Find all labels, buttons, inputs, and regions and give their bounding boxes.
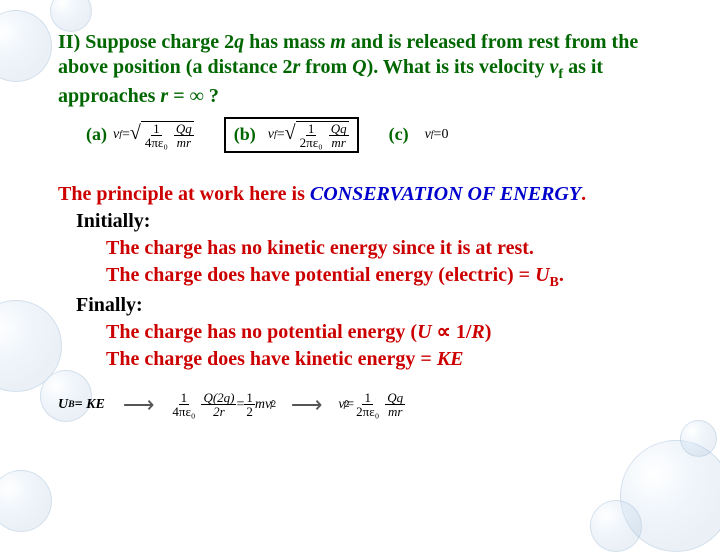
fin1a: The charge has no potential energy ( bbox=[106, 321, 417, 343]
frac-a2: Qqmr bbox=[174, 122, 194, 149]
init2: The charge does have potential energy (e… bbox=[106, 262, 678, 293]
q-mid1: has mass bbox=[244, 31, 330, 53]
fb1d: 2πε₀ bbox=[298, 136, 325, 149]
eq-ke: = KE bbox=[75, 397, 105, 413]
eq-mv: mv bbox=[255, 397, 271, 413]
q-prefix: II) Suppose charge 2 bbox=[58, 31, 234, 53]
fm1: 14πε₀ bbox=[170, 391, 197, 418]
fm2: Q(2q)2r bbox=[201, 391, 236, 418]
q-mid4: ). What is its velocity bbox=[367, 56, 550, 78]
slide-content: II) Suppose charge 2q has mass m and is … bbox=[58, 30, 678, 418]
equation-row: UB = KE ⟶ 14πε₀ Q(2q)2r = 12 mv2f ⟶ v2f … bbox=[58, 391, 678, 418]
opc-zero: 0 bbox=[441, 127, 448, 143]
eq-fsub1: f bbox=[270, 399, 273, 410]
fm1d: 4πε₀ bbox=[170, 405, 197, 418]
option-c-formula: vf = 0 bbox=[425, 127, 449, 143]
fr1d: 2πε₀ bbox=[354, 405, 381, 418]
fin2b: KE bbox=[437, 348, 464, 370]
fin1c: ∝ 1/ bbox=[432, 321, 472, 343]
init2c: . bbox=[559, 264, 564, 286]
arrow-1: ⟶ bbox=[123, 392, 153, 418]
fa1n: 1 bbox=[151, 122, 162, 136]
eq-ub: U bbox=[58, 397, 68, 413]
fm1n: 1 bbox=[179, 391, 190, 405]
fin-label: Finally: bbox=[76, 292, 678, 319]
fin1d: R bbox=[471, 321, 484, 343]
q-var-q: q bbox=[234, 31, 244, 53]
pr1c: . bbox=[581, 183, 586, 205]
fr1n: 1 bbox=[362, 391, 373, 405]
fm2n: Q(2q) bbox=[201, 391, 236, 405]
fm3: 12 bbox=[244, 391, 255, 418]
fa2d: mr bbox=[175, 136, 193, 149]
eq-right: v2f = 12πε₀ Qqmr bbox=[338, 391, 405, 418]
option-b-box: (b) vf = √ 12πε₀ Qqmr bbox=[224, 117, 359, 153]
q-mid6: = ∞ ? bbox=[168, 85, 219, 107]
sqrt-a: 14πε₀ Qqmr bbox=[141, 121, 194, 149]
fm3n: 1 bbox=[244, 391, 255, 405]
fin2: The charge does have kinetic energy = KE bbox=[106, 346, 678, 373]
fm3d: 2 bbox=[244, 405, 255, 418]
pr1a: The principle at work here is bbox=[58, 183, 310, 205]
fb1n: 1 bbox=[306, 122, 317, 136]
q-var-Q: Q bbox=[352, 56, 366, 78]
question-text: II) Suppose charge 2q has mass m and is … bbox=[58, 30, 678, 109]
sqrt-b: 12πε₀ Qqmr bbox=[296, 121, 349, 149]
frac-b2: Qqmr bbox=[329, 122, 349, 149]
init2a: The charge does have potential energy (e… bbox=[106, 264, 535, 286]
opb-eq: = bbox=[277, 127, 285, 143]
options-row: (a) vf = √ 14πε₀ Qqmr (b) vf = √ 12πε₀ Q… bbox=[58, 117, 678, 153]
fr2d: mr bbox=[386, 405, 404, 418]
option-b-label: (b) bbox=[234, 124, 256, 145]
opc-eq: = bbox=[434, 127, 442, 143]
option-c-label: (c) bbox=[389, 124, 409, 145]
fin1: The charge has no potential energy (U ∝ … bbox=[106, 319, 678, 346]
fr2n: Qq bbox=[385, 391, 405, 405]
fb2n: Qq bbox=[329, 122, 349, 136]
sqrt-sign-b: √ bbox=[285, 122, 296, 145]
init2sub: B bbox=[550, 275, 559, 290]
explanation: The principle at work here is CONSERVATI… bbox=[58, 181, 678, 374]
fm2d: 2r bbox=[211, 405, 227, 418]
frac-a1: 14πε₀ bbox=[143, 122, 170, 149]
eq-sign2: = bbox=[346, 397, 354, 413]
eq-middle: 14πε₀ Q(2q)2r = 12 mv2f bbox=[170, 391, 272, 418]
fin1e: ) bbox=[485, 321, 492, 343]
pr1b: CONSERVATION OF ENERGY bbox=[310, 183, 581, 205]
option-a-label: (a) bbox=[86, 124, 107, 145]
frac-b1: 12πε₀ bbox=[298, 122, 325, 149]
eq-sign1: = bbox=[236, 397, 244, 413]
init2b: U bbox=[535, 264, 549, 286]
eq-ub-ke: UB = KE bbox=[58, 397, 105, 413]
q-mid3: from bbox=[300, 56, 352, 78]
opa-eq: = bbox=[122, 127, 130, 143]
option-b-formula: vf = √ 12πε₀ Qqmr bbox=[268, 121, 349, 149]
init1: The charge has no kinetic energy since i… bbox=[106, 235, 678, 262]
fin2a: The charge does have kinetic energy = bbox=[106, 348, 437, 370]
q-var-m: m bbox=[330, 31, 346, 53]
sqrt-sign-a: √ bbox=[130, 122, 141, 145]
init-label: Initially: bbox=[76, 208, 678, 235]
fa1d: 4πε₀ bbox=[143, 136, 170, 149]
fb2d: mr bbox=[329, 136, 347, 149]
arrow-2: ⟶ bbox=[291, 392, 321, 418]
fr1: 12πε₀ bbox=[354, 391, 381, 418]
principle-line: The principle at work here is CONSERVATI… bbox=[58, 181, 678, 208]
fin1b: U bbox=[417, 321, 431, 343]
option-a-formula: vf = √ 14πε₀ Qqmr bbox=[113, 121, 194, 149]
fr2: Qqmr bbox=[385, 391, 405, 418]
fa2n: Qq bbox=[174, 122, 194, 136]
